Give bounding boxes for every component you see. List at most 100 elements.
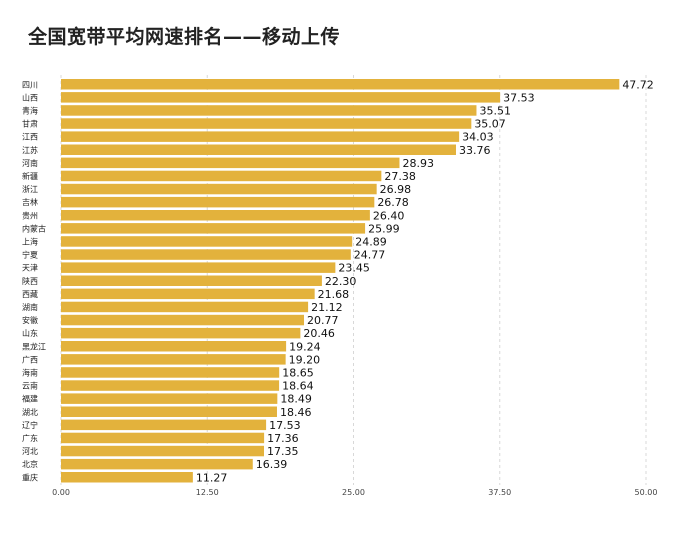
- value-label: 26.40: [373, 209, 405, 222]
- category-label: 福建: [22, 394, 38, 404]
- value-label: 27.38: [384, 170, 416, 183]
- category-label: 山西: [22, 92, 38, 102]
- category-label: 江西: [22, 133, 38, 142]
- bar: [61, 157, 400, 169]
- category-label: 云南: [22, 381, 38, 391]
- category-label: 宁夏: [22, 250, 38, 260]
- category-label: 贵州: [22, 210, 38, 220]
- value-label: 16.39: [256, 458, 288, 471]
- value-label: 18.49: [280, 393, 312, 406]
- value-label: 34.03: [462, 131, 494, 144]
- bar: [61, 288, 315, 300]
- value-label: 18.64: [282, 380, 314, 393]
- category-label: 广东: [22, 433, 38, 443]
- bar: [61, 223, 366, 234]
- value-label: 17.53: [269, 419, 301, 432]
- bar: [61, 458, 253, 470]
- value-label: 19.24: [289, 340, 321, 353]
- value-label: 20.77: [307, 314, 339, 327]
- bar: [61, 118, 472, 129]
- bar: [61, 249, 351, 260]
- value-label: 17.35: [267, 445, 299, 458]
- bar: [61, 367, 280, 378]
- category-label: 湖南: [22, 302, 38, 312]
- category-label: 内蒙古: [22, 223, 46, 233]
- value-label: 35.51: [479, 104, 511, 117]
- bar: [61, 170, 382, 182]
- bar-layer: [61, 79, 620, 483]
- bar: [61, 314, 305, 326]
- bar: [61, 79, 620, 90]
- bar: [61, 406, 277, 417]
- x-tick-label: 0.00: [52, 488, 70, 497]
- value-label: 47.72: [622, 78, 654, 91]
- category-label: 四川: [22, 80, 38, 89]
- value-label: 26.98: [380, 183, 412, 196]
- bar: [61, 380, 280, 391]
- value-label: 18.46: [280, 406, 312, 419]
- bar: [61, 131, 460, 142]
- x-tick-label: 50.00: [635, 488, 658, 497]
- category-label: 北京: [22, 459, 38, 469]
- chart-title: 全国宽带平均网速排名——移动上传: [28, 26, 341, 48]
- value-label: 25.99: [368, 222, 400, 235]
- value-label: 21.12: [311, 301, 343, 314]
- bar: [61, 92, 501, 103]
- category-label: 青海: [22, 105, 38, 115]
- bar: [61, 445, 264, 457]
- value-label: 33.76: [459, 144, 491, 157]
- label-layer: 四川 47.72 山西 37.53 青海 35.51 甘肃 35.07 江西 34.03 江苏 33.…: [22, 78, 654, 484]
- value-label: 28.93: [402, 157, 434, 170]
- category-label: 天津: [22, 263, 38, 273]
- value-label: 35.07: [474, 118, 506, 131]
- value-label: 22.30: [325, 275, 357, 288]
- category-label: 西藏: [22, 289, 38, 299]
- bar: [61, 341, 287, 352]
- bar: [61, 210, 370, 221]
- category-label: 海南: [22, 367, 38, 377]
- value-label: 19.20: [289, 353, 321, 366]
- value-label: 20.46: [303, 327, 335, 340]
- category-label: 广西: [22, 354, 38, 364]
- bar: [61, 327, 301, 339]
- category-label: 辽宁: [22, 420, 38, 430]
- bar: [61, 393, 278, 404]
- bar: [61, 183, 377, 195]
- bar: [61, 262, 336, 273]
- value-label: 18.65: [282, 366, 314, 379]
- category-label: 河北: [22, 446, 38, 456]
- category-label: 黑龙江: [22, 341, 46, 351]
- value-label: 24.89: [355, 235, 387, 248]
- bar: [61, 275, 322, 286]
- value-label: 23.45: [338, 262, 370, 275]
- category-label: 甘肃: [22, 119, 38, 129]
- category-label: 江苏: [22, 145, 38, 155]
- category-label: 河南: [22, 158, 38, 168]
- bar: [61, 354, 286, 365]
- category-label: 山东: [22, 328, 38, 338]
- bar: [61, 236, 353, 247]
- category-label: 浙江: [22, 184, 38, 194]
- value-label: 21.68: [318, 288, 350, 301]
- category-label: 吉林: [22, 197, 38, 207]
- value-label: 26.78: [377, 196, 409, 209]
- bar: [61, 144, 456, 155]
- bar: [61, 432, 265, 444]
- value-label: 11.27: [196, 471, 228, 484]
- category-label: 上海: [22, 236, 38, 246]
- x-tick-label: 25.00: [342, 488, 365, 497]
- bar: [61, 196, 375, 208]
- category-label: 新疆: [22, 171, 38, 181]
- x-axis: 0.00 12.50 25.00 37.50 50.00: [52, 488, 657, 497]
- bar: [61, 301, 309, 313]
- category-label: 安徽: [22, 315, 38, 325]
- value-label: 24.77: [354, 249, 386, 262]
- category-label: 陕西: [22, 276, 38, 286]
- bar: [61, 105, 477, 116]
- x-tick-label: 37.50: [488, 488, 511, 497]
- category-label: 重庆: [22, 472, 38, 482]
- bar: [61, 472, 193, 483]
- value-label: 37.53: [503, 91, 535, 104]
- bar: [61, 419, 267, 431]
